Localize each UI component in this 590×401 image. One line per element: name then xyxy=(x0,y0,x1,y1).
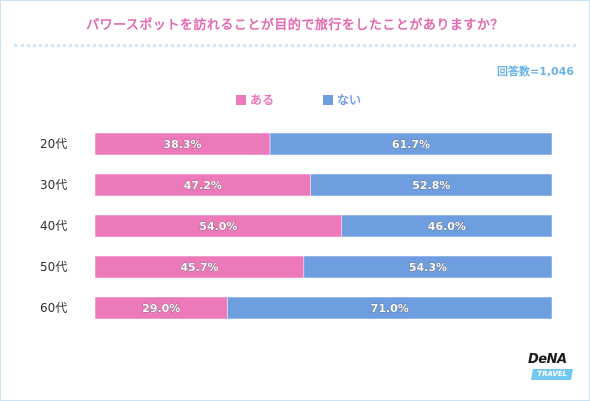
data-label: 71.0% xyxy=(371,302,409,315)
data-label: 47.2% xyxy=(184,179,222,192)
chart-title: パワースポットを訪れることが目的で旅行をしたことがありますか？ xyxy=(86,18,504,33)
category-label: 30代 xyxy=(40,178,67,192)
dena-travel-logo: DeNA TRAVEL xyxy=(528,352,576,384)
category-label: 50代 xyxy=(40,260,67,274)
data-label: 29.0% xyxy=(142,302,180,315)
bar-segment-no xyxy=(303,255,553,279)
category-label: 20代 xyxy=(40,137,67,151)
category-label: 60代 xyxy=(40,301,67,315)
bar-segment-no xyxy=(227,296,553,320)
legend-label-yes: ある xyxy=(250,93,274,107)
data-label: 38.3% xyxy=(163,138,201,151)
data-label: 52.8% xyxy=(412,179,450,192)
data-label: 61.7% xyxy=(392,138,430,151)
sample-size: 回答数=1,046 xyxy=(496,65,574,78)
legend-swatch-yes xyxy=(236,95,246,105)
legend-label-no: ない xyxy=(337,93,361,107)
category-label: 40代 xyxy=(40,219,67,233)
bar-segment-no xyxy=(341,214,553,238)
logo-brand: DeNA xyxy=(528,352,567,367)
data-label: 46.0% xyxy=(428,220,466,233)
data-label: 45.7% xyxy=(180,261,218,274)
title-divider xyxy=(14,44,576,47)
data-label: 54.3% xyxy=(409,261,447,274)
bar-segment-no xyxy=(310,173,553,197)
bar-segment-no xyxy=(269,132,553,156)
logo-tag: TRAVEL xyxy=(531,369,573,380)
data-label: 54.0% xyxy=(199,220,237,233)
legend-swatch-no xyxy=(323,95,333,105)
